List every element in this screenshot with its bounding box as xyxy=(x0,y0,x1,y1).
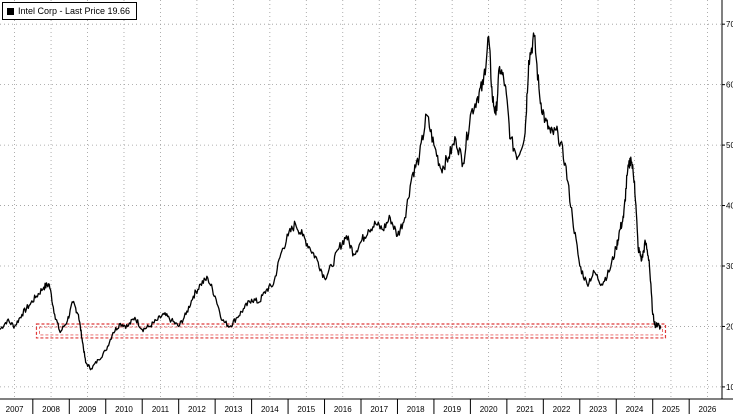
price-series-line xyxy=(0,32,662,371)
series-layer xyxy=(0,32,662,371)
x-tick-label: 2017 xyxy=(370,405,388,414)
legend-swatch-icon xyxy=(7,7,14,15)
y-tick-label: 30 xyxy=(726,262,733,271)
x-tick-label: 2020 xyxy=(480,405,498,414)
support-band-outer xyxy=(35,323,667,339)
y-tick-label: 70 xyxy=(726,20,733,29)
x-tick-label: 2021 xyxy=(516,405,534,414)
y-tick-label: 40 xyxy=(726,202,733,211)
x-tick-label: 2019 xyxy=(443,405,461,414)
y-tick-label: 50 xyxy=(726,141,733,150)
legend: Intel Corp - Last Price 19.66 xyxy=(2,2,138,20)
x-tick-label: 2008 xyxy=(42,405,60,414)
x-tick-label: 2024 xyxy=(626,405,644,414)
x-tick-label: 2013 xyxy=(224,405,242,414)
x-tick-label: 2010 xyxy=(115,405,133,414)
x-tick-label: 2022 xyxy=(553,405,571,414)
x-tick-label: 2016 xyxy=(334,405,352,414)
x-tick-label: 2025 xyxy=(662,405,680,414)
y-tick-label: 20 xyxy=(726,322,733,331)
x-tick-label: 2011 xyxy=(152,405,170,414)
x-tick-label: 2009 xyxy=(79,405,97,414)
x-tick-label: 2015 xyxy=(297,405,315,414)
x-tick-label: 2026 xyxy=(699,405,717,414)
y-tick-label: 10 xyxy=(726,383,733,392)
y-tick-label: 60 xyxy=(726,81,733,90)
support-band-annotation xyxy=(35,323,667,339)
x-tick-label: 2023 xyxy=(589,405,607,414)
x-tick-label: 2014 xyxy=(261,405,279,414)
x-tick-label: 2018 xyxy=(407,405,425,414)
x-tick-label: 2012 xyxy=(188,405,206,414)
x-tick-label: 2007 xyxy=(6,405,24,414)
legend-label: Intel Corp - Last Price 19.66 xyxy=(18,6,131,16)
support-band-inner xyxy=(39,326,663,336)
gridlines xyxy=(0,0,722,399)
